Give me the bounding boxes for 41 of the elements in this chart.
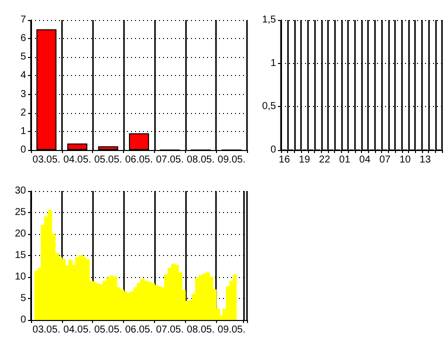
y-tick-label: 0 bbox=[270, 144, 276, 156]
x-tick-label: 04.05. bbox=[63, 154, 92, 166]
x-tick-label: 05.05. bbox=[94, 154, 122, 166]
y-tick-label: 2 bbox=[20, 107, 26, 118]
x-tick-label: 08.05. bbox=[186, 324, 215, 336]
y-tick-label: 0,5 bbox=[262, 101, 276, 112]
x-tick-label: 09.05. bbox=[218, 324, 246, 336]
x-tick-label: 04 bbox=[359, 154, 371, 166]
x-tick-label: 06.05. bbox=[125, 324, 153, 336]
y-tick-label: 0 bbox=[20, 314, 26, 326]
y-tick-label: 1 bbox=[20, 126, 26, 137]
y-tick-label: 1 bbox=[270, 58, 276, 69]
x-tick-label: 22 bbox=[319, 154, 331, 166]
x-tick-label: 05.05. bbox=[94, 324, 122, 336]
x-tick-label: 03.05. bbox=[32, 324, 60, 336]
y-tick-label: 3 bbox=[20, 88, 26, 100]
y-tick-label: 1,5 bbox=[262, 14, 276, 26]
x-tick-label: 19 bbox=[298, 154, 310, 166]
x-tick-label: 07 bbox=[379, 154, 391, 166]
y-tick-label: 30 bbox=[14, 186, 26, 196]
y-tick-label: 0 bbox=[20, 144, 26, 156]
y-tick-label: 6 bbox=[20, 33, 26, 44]
y-tick-label: 5 bbox=[20, 52, 26, 63]
y-tick-label: 25 bbox=[14, 207, 26, 218]
x-tick-label: 13 bbox=[420, 154, 432, 166]
x-tick-label: 08.05. bbox=[186, 154, 215, 166]
x-tick-label: 10 bbox=[400, 154, 412, 166]
y-tick-label: 5 bbox=[20, 293, 26, 304]
x-tick-label: 01 bbox=[339, 154, 351, 166]
y-tick-label: 15 bbox=[14, 250, 26, 261]
y-tick-label: 20 bbox=[14, 228, 26, 240]
x-tick-label: 09.05. bbox=[218, 154, 246, 166]
x-tick-label: 03.05. bbox=[32, 154, 60, 166]
x-tick-label: 06.05. bbox=[125, 154, 153, 166]
y-tick-label: 7 bbox=[20, 14, 26, 26]
x-tick-label: 07.05. bbox=[156, 154, 184, 166]
x-tick-label: 04.05. bbox=[63, 324, 92, 336]
x-tick-label: 07.05. bbox=[156, 324, 184, 336]
y-tick-label: 4 bbox=[20, 70, 26, 82]
y-tick-label: 10 bbox=[14, 272, 26, 282]
x-tick-label: 16 bbox=[278, 154, 290, 166]
